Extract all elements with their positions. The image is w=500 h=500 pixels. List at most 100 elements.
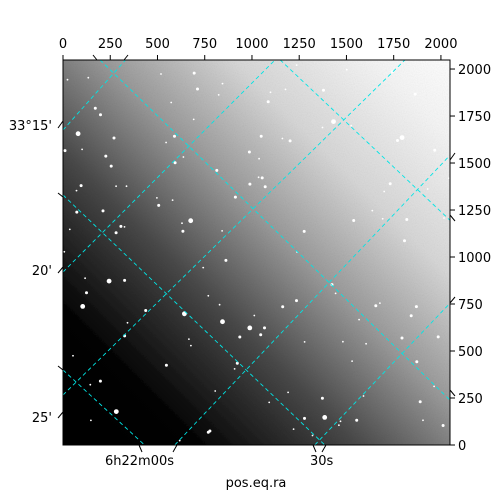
star [281, 137, 284, 140]
star [259, 333, 263, 337]
star [259, 134, 263, 138]
star [109, 164, 113, 168]
star [173, 134, 176, 138]
star [119, 224, 123, 228]
star [288, 139, 292, 143]
star [224, 258, 228, 262]
star [287, 391, 289, 394]
star [188, 218, 194, 224]
star [334, 292, 337, 295]
star [321, 126, 324, 129]
top-axis-tick-label: 1250 [283, 37, 316, 52]
right-pixel-axis: 0 250 500 750 1000 1250 1500 1750 2000 [450, 63, 491, 454]
star [342, 340, 344, 343]
star [409, 314, 413, 318]
top-axis-tick-label: 2000 [424, 37, 457, 52]
top-axis-tick-label: 500 [145, 37, 170, 52]
star [303, 341, 306, 343]
star [258, 157, 260, 160]
right-axis-tick-label: 1000 [458, 251, 491, 266]
star [157, 203, 161, 207]
star [381, 217, 384, 220]
star [170, 101, 173, 104]
star [303, 416, 306, 420]
star [87, 76, 90, 79]
dec-tick [57, 192, 64, 198]
star [182, 156, 185, 158]
dec-tick [57, 365, 64, 371]
star [281, 305, 285, 309]
ra-tick [138, 444, 143, 453]
star [355, 418, 359, 422]
right-axis-tick-label: 2000 [458, 63, 491, 78]
star [247, 325, 253, 331]
star [75, 131, 81, 137]
star [358, 318, 360, 321]
star [106, 278, 112, 284]
image-area [62, 59, 451, 446]
ra-tick [321, 444, 327, 453]
star [284, 88, 287, 91]
star [99, 113, 102, 117]
star [196, 87, 199, 91]
grid-line [63, 194, 326, 445]
star [173, 161, 177, 165]
star [217, 94, 220, 96]
ra-tick [172, 444, 178, 453]
star [202, 266, 205, 269]
star [221, 82, 224, 85]
ra-tick-label: 30s [310, 454, 334, 469]
star [85, 291, 88, 295]
star [351, 360, 353, 362]
dec-tick [57, 411, 64, 419]
star [84, 277, 86, 280]
ra-axis: 6h22m00s 30s [105, 444, 334, 469]
star [75, 189, 78, 192]
star [388, 182, 392, 186]
star [269, 91, 272, 94]
star [218, 303, 221, 306]
star [322, 415, 328, 420]
star [126, 321, 129, 324]
right-axis-tick-label: 1250 [458, 204, 491, 219]
dec-tick-label: 20' [32, 264, 52, 279]
star [214, 390, 217, 392]
star [156, 197, 158, 199]
star [112, 136, 116, 140]
top-axis-tick-label: 750 [192, 37, 217, 52]
coordinate-grid [63, 60, 450, 445]
world-tick [123, 54, 129, 61]
star [123, 226, 126, 228]
star [257, 176, 260, 179]
star [63, 250, 66, 253]
grid-line [63, 369, 146, 445]
right-axis-tick-label: 250 [458, 392, 483, 407]
star [114, 231, 118, 235]
top-axis-tick-label: 0 [59, 37, 67, 52]
star [400, 336, 404, 340]
dec-tick-label: 33°15' [9, 119, 52, 134]
star [233, 368, 236, 370]
plot-frame [62, 59, 451, 446]
star [322, 88, 325, 92]
world-tick [92, 54, 98, 61]
world-tick [449, 389, 456, 397]
top-axis-tick-label: 1750 [377, 37, 410, 52]
star [144, 309, 148, 312]
star [413, 92, 417, 96]
star [160, 73, 162, 75]
star [339, 420, 342, 423]
star [181, 222, 183, 225]
star [220, 319, 225, 325]
sky-noise [63, 60, 450, 445]
dec-tick [57, 266, 64, 274]
star [371, 209, 374, 212]
top-axis-tick-label: 250 [98, 37, 123, 52]
star [365, 342, 367, 345]
star [72, 354, 74, 357]
star [338, 424, 340, 427]
star [263, 326, 266, 330]
star [263, 185, 267, 189]
right-world-ticks [449, 152, 456, 397]
star [403, 239, 406, 243]
